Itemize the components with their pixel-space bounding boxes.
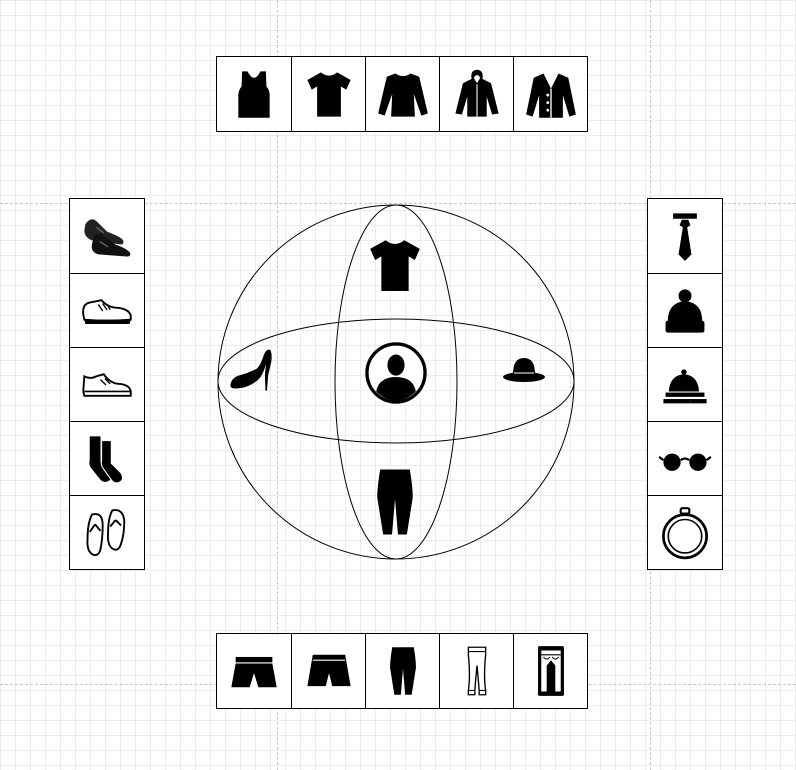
cardigan-icon (525, 73, 576, 118)
sphere-right-bucket-hat-icon (503, 358, 545, 382)
jeans-icon (537, 646, 564, 696)
tops-cell-1[interactable] (217, 57, 291, 131)
shorts-icon (231, 656, 277, 688)
guide-line-vertical-left (277, 0, 278, 770)
tops-cell-5[interactable] (513, 57, 587, 131)
sphere-center-person-icon (365, 342, 427, 404)
footwear-cell-5[interactable] (70, 495, 144, 569)
bottoms-cell-2[interactable] (291, 634, 365, 708)
tops-palette (216, 56, 588, 132)
accessories-cell-2[interactable] (648, 273, 722, 347)
hoodie-icon (454, 69, 499, 117)
sphere-meridian-vertical (334, 204, 458, 560)
accessories-cell-5[interactable] (648, 495, 722, 569)
pants-icon (389, 647, 416, 695)
tops-cell-4[interactable] (439, 57, 513, 131)
sphere-left-high-heel-icon (230, 349, 272, 391)
bottoms-cell-5[interactable] (513, 634, 587, 708)
footwear-cell-4[interactable] (70, 421, 144, 495)
tank-top-icon (238, 71, 270, 118)
short-shorts-icon (306, 654, 351, 687)
socks-icon (89, 435, 124, 483)
bottoms-cell-3[interactable] (365, 634, 439, 708)
footwear-cell-1[interactable] (70, 199, 144, 273)
accessories-cell-4[interactable] (648, 421, 722, 495)
bottoms-palette (216, 633, 588, 709)
accessories-cell-1[interactable] (648, 199, 722, 273)
t-shirt-icon (306, 72, 351, 117)
dress-shoes-icon (84, 219, 131, 257)
footwear-cell-3[interactable] (70, 347, 144, 421)
sneaker-icon (82, 298, 132, 324)
running-shoe-icon (82, 372, 132, 397)
necktie-icon (673, 213, 697, 261)
guide-line-horizontal-top (0, 203, 796, 204)
sunglasses-icon (658, 453, 712, 471)
bottoms-cell-4[interactable] (439, 634, 513, 708)
sphere-meridian-horizontal (217, 318, 575, 444)
pocket-watch-icon (662, 506, 708, 559)
accessories-palette (647, 198, 723, 570)
sphere-top-t-shirt-icon (370, 240, 420, 292)
tops-cell-2[interactable] (291, 57, 365, 131)
accessories-cell-3[interactable] (648, 347, 722, 421)
footwear-palette (69, 198, 145, 570)
long-sleeve-shirt-icon (377, 73, 428, 117)
beanie-icon (665, 288, 705, 333)
bottoms-cell-1[interactable] (217, 634, 291, 708)
flip-flops-icon (86, 508, 126, 556)
sphere-bottom-pants-icon (377, 469, 413, 535)
joggers-icon (467, 646, 486, 696)
tops-cell-3[interactable] (365, 57, 439, 131)
footwear-cell-2[interactable] (70, 273, 144, 347)
cap-icon (663, 368, 707, 403)
